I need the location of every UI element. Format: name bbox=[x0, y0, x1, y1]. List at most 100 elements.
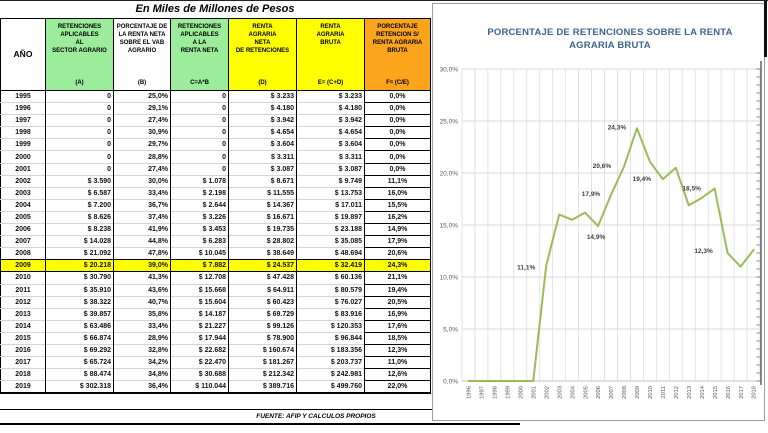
svg-text:2001: 2001 bbox=[531, 386, 537, 399]
cell-a: 0 bbox=[45, 138, 114, 151]
cell-e: $ 60.136 bbox=[296, 271, 365, 284]
svg-text:5,0%: 5,0% bbox=[443, 326, 458, 333]
cell-d: $ 4.654 bbox=[228, 126, 297, 139]
cell-d: $ 19.735 bbox=[228, 223, 297, 236]
cell-b: 34,8% bbox=[113, 368, 171, 381]
table-row: 2011 $ 35.910 43,6% $ 15.668 $ 64.911 $ 80.57… bbox=[0, 283, 431, 297]
cell-f: 0,0% bbox=[364, 89, 431, 104]
cell-c: 0 bbox=[170, 138, 229, 151]
cell-f: 11,0% bbox=[364, 356, 431, 370]
cell-b: 27,4% bbox=[113, 162, 171, 176]
cell-b: 37,4% bbox=[113, 210, 171, 224]
svg-text:2000: 2000 bbox=[519, 386, 525, 399]
table-row: 1999 0 29,7% 0 $ 3.604 $ 3.604 0,0% bbox=[0, 138, 431, 152]
svg-text:11,1%: 11,1% bbox=[517, 265, 535, 272]
cell-c: $ 12.708 bbox=[170, 271, 229, 284]
svg-text:2004: 2004 bbox=[570, 385, 576, 399]
cell-year: 2003 bbox=[0, 186, 46, 200]
svg-text:17,9%: 17,9% bbox=[582, 191, 601, 198]
cell-b: 39,0% bbox=[113, 259, 171, 273]
cell-c: 0 bbox=[170, 150, 229, 164]
cell-e: $ 120.353 bbox=[296, 319, 365, 333]
cell-c: $ 7.882 bbox=[170, 259, 229, 273]
cell-a: $ 302.318 bbox=[45, 380, 114, 395]
cell-c: $ 10.045 bbox=[170, 247, 229, 260]
cell-c: $ 21.227 bbox=[170, 319, 229, 333]
cell-b: 47,8% bbox=[113, 247, 171, 260]
source-note: FUENTE: AFIP Y CALCULOS PROPIOS bbox=[0, 409, 520, 425]
cell-c: $ 2.644 bbox=[170, 198, 229, 212]
cell-f: 0,0% bbox=[364, 138, 431, 152]
cell-a: $ 39.857 bbox=[45, 307, 114, 321]
cell-d: $ 3.311 bbox=[228, 150, 297, 164]
cell-a: $ 20.218 bbox=[45, 259, 114, 273]
cell-f: 16,2% bbox=[364, 210, 431, 225]
cell-d: $ 160.674 bbox=[228, 343, 297, 357]
cell-year: 2018 bbox=[0, 368, 46, 381]
cell-c: 0 bbox=[170, 126, 229, 139]
cell-c: $ 15.668 bbox=[170, 283, 229, 297]
cell-b: 27,4% bbox=[113, 114, 171, 127]
cell-b: 33,4% bbox=[113, 186, 171, 200]
cell-b: 36,7% bbox=[113, 198, 171, 212]
cell-e: $ 23.188 bbox=[296, 223, 365, 236]
cell-year: 2013 bbox=[0, 307, 46, 321]
cell-a: 0 bbox=[45, 102, 114, 115]
cell-e: $ 3.311 bbox=[296, 150, 365, 164]
cell-e: $ 3.087 bbox=[296, 162, 365, 176]
svg-text:2003: 2003 bbox=[557, 386, 563, 399]
column-header-year: AÑO bbox=[0, 18, 46, 91]
svg-text:2009: 2009 bbox=[635, 386, 641, 399]
cell-d: $ 28.802 bbox=[228, 235, 297, 248]
cell-a: $ 35.910 bbox=[45, 283, 114, 297]
cell-e: $ 203.737 bbox=[296, 356, 365, 369]
cell-f: 17,9% bbox=[364, 235, 431, 249]
cell-f: 24,3% bbox=[364, 259, 431, 273]
table-row: 2001 0 27,4% 0 $ 3.087 $ 3.087 0,0% bbox=[0, 162, 431, 176]
cell-f: 0,0% bbox=[364, 102, 431, 116]
cell-b: 29,1% bbox=[113, 102, 171, 115]
cell-f: 21,1% bbox=[364, 271, 431, 285]
chart-svg: 0,0% 5,0% 10,0% 15,0% 20,0% 25,0% 30,0% 1996 199… bbox=[440, 1, 767, 399]
header-formula: C=A*B bbox=[190, 80, 209, 86]
cell-f: 12,6% bbox=[364, 368, 431, 382]
cell-b: 41,3% bbox=[113, 271, 171, 284]
cell-c: 0 bbox=[170, 102, 229, 115]
cell-c: $ 22.682 bbox=[170, 343, 229, 357]
table-body: 1995 0 25,0% 0 $ 3.233 $ 3.233 0,0% 1996 0 29,1% 0… bbox=[0, 89, 431, 395]
cell-a: $ 21.092 bbox=[45, 247, 114, 260]
cell-d: $ 60.423 bbox=[228, 295, 297, 309]
cell-a: $ 14.028 bbox=[45, 235, 114, 248]
cell-c: $ 17.944 bbox=[170, 331, 229, 345]
table-row: 2000 0 28,8% 0 $ 3.311 $ 3.311 0,0% bbox=[0, 150, 431, 164]
svg-text:2012: 2012 bbox=[674, 386, 680, 399]
header-formula: (B) bbox=[137, 80, 147, 86]
cell-d: $ 212.342 bbox=[228, 368, 297, 381]
cell-b: 29,7% bbox=[113, 138, 171, 151]
column-header-d: RENTA AGRARIA NETA DE RETENCIONES (D) bbox=[228, 18, 297, 91]
header-label: PORCENTAJE DE LA RENTA NETA SOBRE EL VAB… bbox=[116, 24, 168, 55]
table-row: 1995 0 25,0% 0 $ 3.233 $ 3.233 0,0% bbox=[0, 89, 431, 104]
cell-e: $ 32.419 bbox=[296, 259, 365, 273]
cell-d: $ 16.671 bbox=[228, 210, 297, 224]
cell-b: 34,2% bbox=[113, 356, 171, 369]
cell-a: $ 66.874 bbox=[45, 331, 114, 345]
cell-b: 35,8% bbox=[113, 307, 171, 321]
cell-e: $ 499.760 bbox=[296, 380, 365, 395]
cell-a: $ 65.724 bbox=[45, 356, 114, 369]
column-header-a: RETENCIONES APLICABLES AL SECTOR AGRARIO… bbox=[45, 18, 114, 91]
cell-c: $ 22.470 bbox=[170, 356, 229, 369]
cell-c: $ 3.226 bbox=[170, 210, 229, 224]
svg-text:25,0%: 25,0% bbox=[440, 118, 459, 125]
table-row: 2009 $ 20.218 39,0% $ 7.882 $ 24.537 $ 32.419… bbox=[0, 259, 431, 273]
cell-f: 0,0% bbox=[364, 162, 431, 176]
cell-f: 20,6% bbox=[364, 247, 431, 261]
cell-d: $ 99.126 bbox=[228, 319, 297, 333]
cell-f: 0,0% bbox=[364, 150, 431, 164]
table-panel: En Miles de Millones de Pesos AÑO RETENC… bbox=[0, 1, 431, 395]
cell-e: $ 4.180 bbox=[296, 102, 365, 115]
cell-c: $ 2.198 bbox=[170, 186, 229, 200]
table-row: 2017 $ 65.724 34,2% $ 22.470 $ 181.267 $ 203.… bbox=[0, 356, 431, 370]
cell-d: $ 24.537 bbox=[228, 259, 297, 273]
